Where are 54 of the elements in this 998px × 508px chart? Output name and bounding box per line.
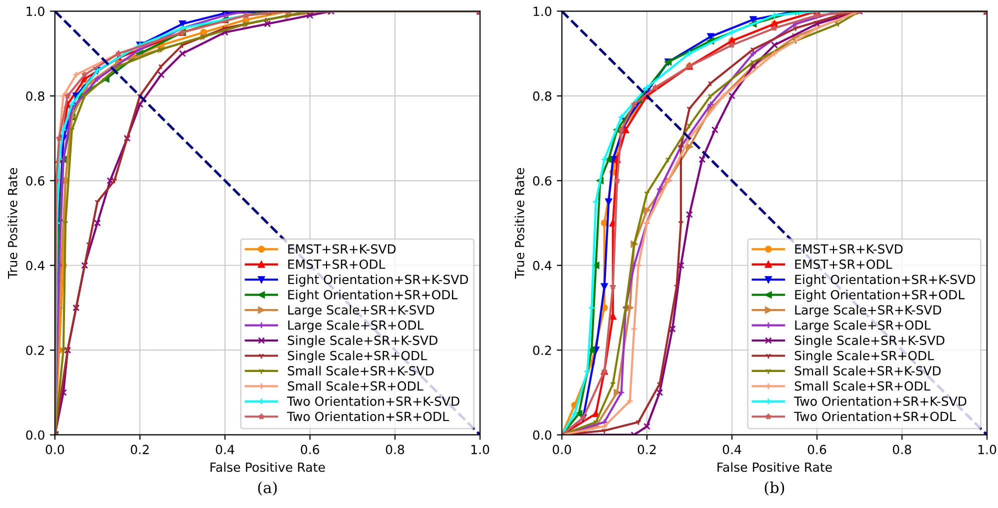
y-tick-label: 0.2 [26,346,44,356]
legend-label: Two Orientation+SR+K-SVD [794,396,966,406]
legend-label: Single Scale+SR+K-SVD [288,335,438,348]
x-tick-label: 0.8 [386,444,404,454]
y-tick-label: 0.6 [26,176,44,186]
legend-label: EMST+SR+ODL [795,259,892,269]
legend-label: Two Orientation+SR+K-SVD [287,396,460,406]
x-axis-title: False Positive Rate [210,462,325,472]
x-tick-label: 0.6 [300,444,320,454]
legend-label: EMST+SR+K-SVD [795,244,903,254]
legend-label: Eight Orientation+SR+ODL [795,290,965,302]
x-tick-label: 1.0 [978,444,996,454]
legend-label: Single Scale+SR+K-SVD [794,335,944,348]
legend-label: Small Scale+SR+K-SVD [288,366,434,376]
y-tick-label: 0.4 [533,260,552,270]
legend-label: Two Orientation+SR+ODL [794,412,956,422]
legend-label: Two Orientation+SR+ODL [287,412,449,422]
x-tick-label: 0.2 [130,444,149,454]
x-tick-label: 0.0 [46,444,64,454]
y-tick-label: 0.4 [26,260,44,270]
text: (b) [764,481,784,496]
legend-label: Small Scale+SR+ODL [794,381,930,391]
x-axis-title: False Positive Rate [718,462,832,472]
legend-label: Small Scale+SR+ODL [288,381,424,391]
legend-label: Large Scale+SR+K-SVD [288,304,434,318]
y-tick-label: 0.8 [26,91,44,101]
x-tick-label: 0.0 [552,444,571,454]
legend-label: Single Scale+SR+ODL [288,350,427,363]
x-tick-label: 0.4 [722,444,742,454]
legend-label: Large Scale+SR+ODL [288,320,424,332]
text: (a) [258,481,277,496]
legend-label: Eight Orientation+SR+K-SVD [795,274,976,287]
y-tick-label: 0.6 [533,176,552,186]
y-axis-title: True Positive Rate [514,168,524,279]
legend-label: Large Scale+SR+ODL [795,320,931,332]
x-tick-label: 1.0 [471,444,490,454]
legend-label: Small Scale+SR+K-SVD [794,366,941,376]
x-tick-label: 0.4 [216,444,234,454]
x-tick-label: 0.8 [892,444,912,454]
y-tick-label: 1.0 [534,6,552,16]
y-tick-label: 0.8 [533,91,552,101]
legend-label: Large Scale+SR+K-SVD [795,304,942,318]
legend-label: EMST+SR+K-SVD [288,244,396,254]
x-tick-label: 0.2 [638,444,656,454]
y-tick-label: 0.2 [533,346,551,356]
x-tick-label: 0.6 [808,444,826,454]
y-tick-label: 0.0 [26,430,44,440]
y-tick-label: 1.0 [26,6,44,16]
legend-label: Eight Orientation+SR+ODL [288,290,458,302]
legend-label: Single Scale+SR+ODL [794,350,934,363]
legend-label: EMST+SR+ODL [288,259,386,269]
y-axis-title: True Positive Rate [8,168,18,279]
y-tick-label: 0.0 [533,430,552,440]
legend-label: Eight Orientation+SR+K-SVD [288,274,468,287]
